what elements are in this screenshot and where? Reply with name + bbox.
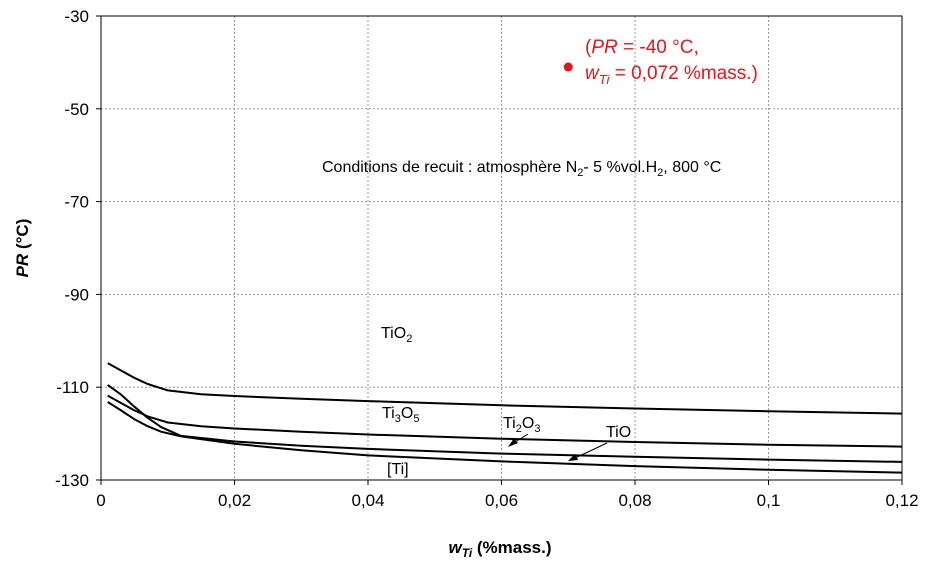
point-label-sub: Ti — [599, 72, 611, 87]
conditions-text-b: - 5 %vol.H — [583, 159, 657, 176]
point-label-var: PR — [591, 37, 618, 58]
x-tick-label: 0,04 — [351, 491, 384, 510]
x-tick-label: 0,12 — [885, 491, 918, 510]
y-axis-var: PR — [13, 253, 32, 277]
series-lines — [107, 362, 903, 474]
label-tio2-main: TiO — [381, 325, 406, 342]
series-line-3 — [107, 384, 903, 463]
arrow-tio — [568, 442, 608, 461]
label-tio2-sub: 2 — [406, 333, 412, 345]
label-tio2: TiO2 — [381, 325, 412, 345]
y-tick-label: -90 — [64, 285, 89, 304]
point-label-value: = -40 °C, — [618, 37, 699, 58]
label-ti3o5-main: Ti — [382, 405, 395, 422]
label-ti2o3-sub2: 3 — [534, 423, 540, 435]
x-axis-var: w — [448, 538, 463, 557]
y-tick-label: -110 — [56, 378, 89, 397]
label-ti2o3-mid: O — [522, 415, 534, 432]
y-tick-label: -30 — [64, 7, 89, 26]
x-tick-label: 0,06 — [485, 491, 518, 510]
label-ti3o5-sub2: 5 — [413, 413, 419, 425]
x-tick-label: 0 — [96, 491, 105, 510]
series-line-2 — [107, 394, 903, 448]
y-tick-label: -50 — [64, 100, 89, 119]
point-label-var2: w — [585, 63, 600, 84]
point-label-open: ( — [585, 37, 592, 58]
label-ti2o3-main: Ti — [503, 415, 516, 432]
label-tio: TiO — [606, 424, 631, 441]
y-tick-label: -70 — [64, 193, 89, 212]
x-tick-label: 0,1 — [757, 491, 781, 510]
series-line-1 — [107, 362, 903, 415]
label-ti2o3: Ti2O3 — [503, 415, 540, 435]
point-label-value2: = 0,072 %mass.) — [609, 63, 757, 84]
x-axis-label: wTi (%mass.) — [448, 538, 551, 560]
conditions-sub-1: 2 — [577, 167, 583, 179]
y-axis-unit: (°C) — [13, 219, 32, 254]
y-tick-label: -130 — [55, 471, 89, 490]
series-line-4 — [107, 401, 903, 474]
label-ti2o3-sub1: 2 — [516, 423, 522, 435]
grid — [101, 16, 902, 480]
point-label-line-2: wTi = 0,072 %mass.) — [585, 63, 758, 87]
arrow-ti2o3 — [508, 433, 529, 447]
axis-ticks: 0 0,02 0,04 0,06 0,08 0,1 0,12 -30 -50 -70 -90 -110… — [55, 7, 919, 510]
conditions-text-a: Conditions de recuit : atmosphère N — [322, 159, 577, 176]
label-ti3o5: Ti3O5 — [382, 405, 419, 425]
point-label-line-1: (PR = -40 °C, — [585, 37, 699, 58]
x-tick-label: 0,02 — [218, 491, 251, 510]
highlight-point — [563, 62, 573, 72]
conditions-text-c: , 800 °C — [663, 159, 721, 176]
x-tick-label: 0,08 — [618, 491, 651, 510]
y-axis-label: PR (°C) — [13, 219, 32, 278]
conditions-sub-2: 2 — [657, 167, 663, 179]
label-ti: [Ti] — [387, 461, 409, 478]
x-axis-sub: Ti — [462, 546, 473, 560]
label-ti3o5-sub1: 3 — [395, 413, 401, 425]
x-axis-unit: (%mass.) — [472, 538, 551, 557]
conditions-label: Conditions de recuit : atmosphère N2- 5 … — [322, 159, 721, 179]
label-ti3o5-mid: O — [401, 405, 413, 422]
